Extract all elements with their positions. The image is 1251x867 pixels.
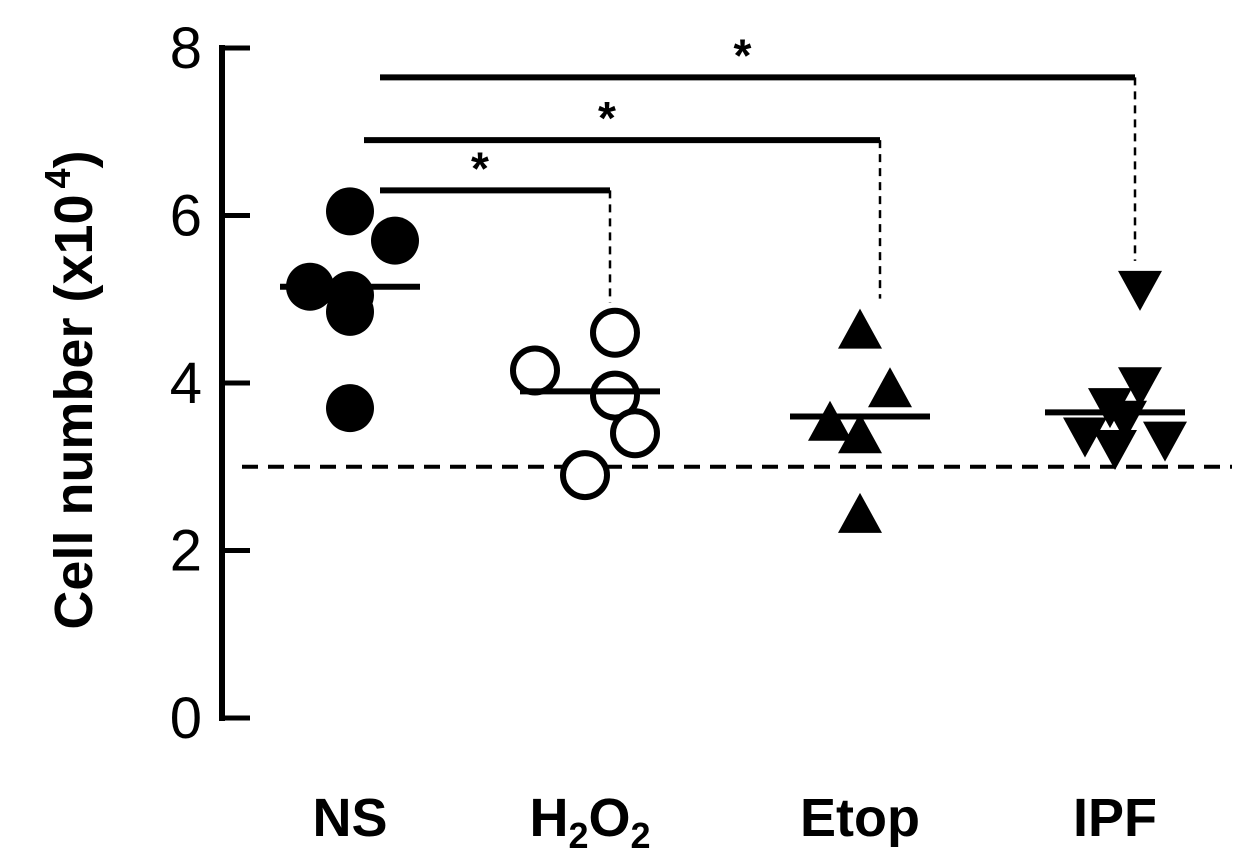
- y-tick-label: 0: [170, 686, 202, 751]
- significance-star: *: [598, 92, 616, 144]
- y-axis-label: Cell number (x104): [37, 150, 104, 629]
- significance-star: *: [471, 142, 489, 194]
- data-point-filled-circle: [326, 384, 374, 433]
- x-axis-categories: NS H2O2 Etop IPF: [312, 788, 1157, 856]
- data-point-filled-circle: [371, 216, 419, 265]
- data-point-triangle-up: [838, 413, 882, 454]
- data-point-triangle-up: [838, 492, 882, 533]
- data-point-open-circle: [590, 370, 640, 421]
- data-point-filled-circle: [326, 187, 374, 236]
- data-point-triangle-up: [868, 367, 912, 408]
- x-category-label: IPF: [1073, 788, 1157, 848]
- data-point-filled-circle: [326, 287, 374, 336]
- x-category-label: Etop: [800, 788, 920, 848]
- data-point-open-circle: [590, 307, 640, 358]
- y-tick-label: 2: [170, 519, 202, 584]
- data-point-triangle-up: [838, 308, 882, 349]
- data-point-triangle-down: [1118, 367, 1162, 408]
- data-points: [286, 187, 1187, 533]
- data-point-open-circle: [510, 345, 560, 396]
- data-point-triangle-down: [1063, 417, 1107, 458]
- y-tick-label: 4: [170, 351, 202, 416]
- x-category-label: H2O2: [529, 788, 650, 856]
- y-tick-label: 6: [170, 184, 202, 249]
- median-lines: [280, 283, 1185, 420]
- data-point-triangle-down: [1118, 270, 1162, 311]
- data-point-triangle-down: [1093, 430, 1137, 470]
- data-point-triangle-down: [1143, 421, 1187, 462]
- significance-brackets: * * *: [364, 29, 1137, 303]
- data-point-open-circle: [560, 450, 610, 501]
- data-point-triangle-up: [808, 400, 852, 441]
- y-tick-label: 8: [170, 16, 202, 81]
- y-axis-label-group: Cell number (x104): [37, 150, 104, 629]
- data-point-open-circle: [610, 408, 660, 459]
- x-category-label: NS: [312, 788, 387, 848]
- significance-star: *: [734, 29, 752, 81]
- y-axis: 0 2 4 6 8: [170, 16, 250, 751]
